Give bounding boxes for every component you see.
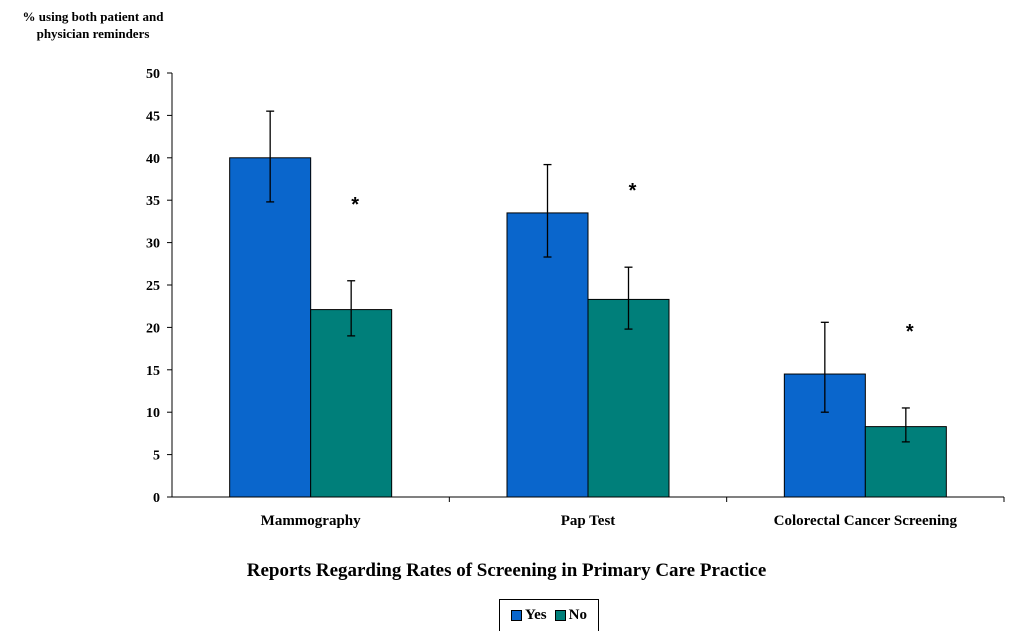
bar-chart: 0 5 10 15 20 25 30 35 40 45 50 Mammography * Pap Test… xyxy=(0,0,1013,560)
y-tick-label-1: 5 xyxy=(153,449,160,464)
y-axis-label-line-2: physician reminders xyxy=(8,25,178,42)
x-tick-label-colorectal: Colorectal Cancer Screening xyxy=(774,513,958,529)
y-tick-label-7: 35 xyxy=(146,194,160,209)
legend-swatch-no xyxy=(555,610,566,621)
significance-marker-colorectal: * xyxy=(906,321,914,343)
y-tick-label-3: 15 xyxy=(146,364,160,379)
y-axis-label: % using both patient and physician remin… xyxy=(8,8,178,42)
legend: Yes No xyxy=(499,599,599,631)
bar-mammography-no xyxy=(311,310,392,497)
y-tick-label-4: 20 xyxy=(146,321,160,336)
y-tick-label-9: 45 xyxy=(146,109,160,124)
y-tick-label-0: 0 xyxy=(153,491,160,506)
x-tick-label-mammography: Mammography xyxy=(261,513,361,529)
legend-label-no: No xyxy=(569,607,587,624)
legend-item-yes: Yes xyxy=(511,607,547,624)
y-tick-label-10: 50 xyxy=(146,67,160,82)
y-tick-label-5: 25 xyxy=(146,279,160,294)
y-tick-label-2: 10 xyxy=(146,406,160,421)
y-tick-label-8: 40 xyxy=(146,152,160,167)
significance-marker-pap-test: * xyxy=(629,180,637,202)
legend-label-yes: Yes xyxy=(525,607,547,624)
y-axis-label-line-1: % using both patient and xyxy=(8,8,178,25)
y-tick-label-6: 30 xyxy=(146,237,160,252)
x-tick-label-pap-test: Pap Test xyxy=(561,513,616,529)
legend-item-no: No xyxy=(555,607,587,624)
bar-mammography-yes xyxy=(230,158,311,497)
chart-title: Reports Regarding Rates of Screening in … xyxy=(0,560,1013,582)
significance-marker-mammography: * xyxy=(351,194,359,216)
legend-swatch-yes xyxy=(511,610,522,621)
